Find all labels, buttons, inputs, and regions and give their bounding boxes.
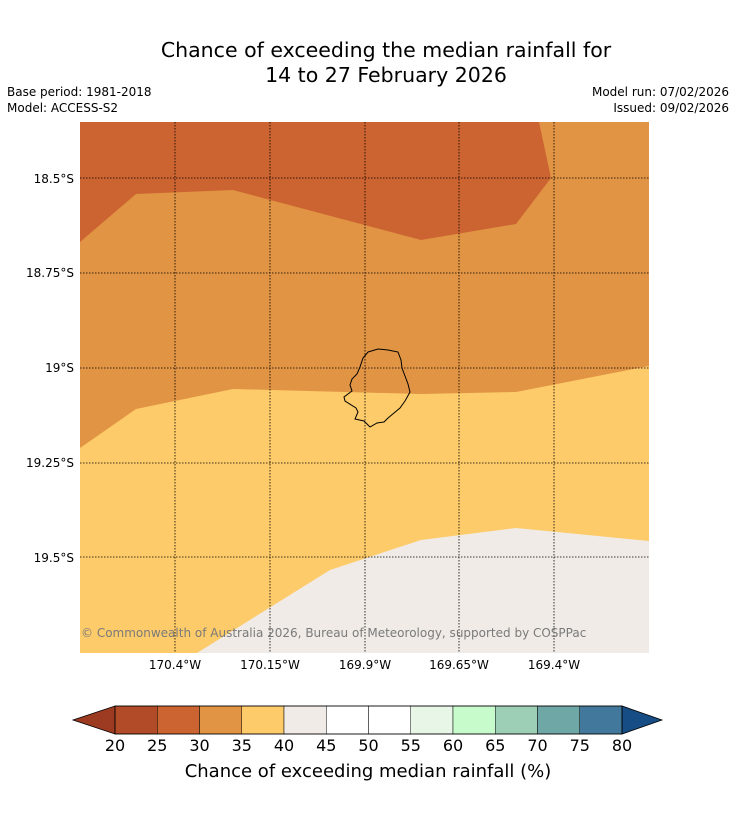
colorbar-bin <box>410 705 454 735</box>
lat-label-1: 18.5°S <box>33 172 74 186</box>
region-40-45 <box>197 528 649 653</box>
colorbar-bin <box>326 705 369 735</box>
island-coastline <box>343 348 411 428</box>
colorbar-bin <box>368 705 411 735</box>
lat-label-2: 18.75°S <box>26 266 74 280</box>
issued-text: Issued: 09/02/2026 <box>613 101 729 115</box>
colorbar-tick-label: 60 <box>442 736 464 755</box>
meta-left: Base period: 1981-2018 Model: ACCESS-S2 <box>7 84 152 116</box>
base-period-text: Base period: 1981-2018 <box>7 85 152 99</box>
lon-label-4: 169.65°W <box>429 658 489 672</box>
lon-label-5: 169.4°W <box>527 658 581 672</box>
meta-right: Model run: 07/02/2026 Issued: 09/02/2026 <box>592 84 729 116</box>
colorbar-tick-label: 40 <box>273 736 295 755</box>
lon-label-2: 170.15°W <box>240 658 300 672</box>
colorbar-tick-label: 35 <box>231 736 252 755</box>
colorbar-outline <box>114 705 623 735</box>
colorbar-bin <box>283 705 327 735</box>
colorbar-bin <box>199 705 242 735</box>
colorbar-tick-label: 20 <box>104 736 126 755</box>
colorbar-tick-label: 75 <box>569 736 590 755</box>
colorbar-tick-label: 65 <box>485 736 506 755</box>
colorbar-bin <box>241 705 285 735</box>
chart-title: Chance of exceeding the median rainfall … <box>0 38 736 88</box>
colorbar-bin <box>495 705 538 735</box>
colorbar-bin <box>579 705 623 735</box>
colorbar-tick-label: 50 <box>358 736 379 755</box>
colorbar-low-extend <box>71 705 116 735</box>
colorbar-bin <box>157 705 200 735</box>
lat-label-4: 19.25°S <box>26 456 74 470</box>
colorbar-tick-label: 30 <box>189 736 210 755</box>
title-line-2: 14 to 27 February 2026 <box>265 63 507 87</box>
lat-label-5: 19.5°S <box>33 551 74 565</box>
colorbar-tick-label: 25 <box>147 736 168 755</box>
graticule <box>80 122 649 653</box>
colorbar-bin <box>537 705 580 735</box>
colorbar-tick-label: 80 <box>611 736 633 755</box>
lat-label-3: 19°S <box>45 361 74 375</box>
title-line-1: Chance of exceeding the median rainfall … <box>160 38 612 62</box>
colorbar-bin <box>452 705 496 735</box>
model-text: Model: ACCESS-S2 <box>7 101 119 115</box>
colorbar-label: Chance of exceeding median rainfall (%) <box>184 761 552 782</box>
model-run-text: Model run: 07/02/2026 <box>591 85 729 99</box>
copyright-credit: © Commonwealth of Australia 2026, Bureau… <box>81 626 587 640</box>
colorbar-tick-label: 70 <box>527 736 548 755</box>
colorbar-high-extend <box>621 705 664 735</box>
lon-label-3: 169.9°W <box>338 658 392 672</box>
colorbar-tick-label: 45 <box>316 736 337 755</box>
colorbar-bins <box>114 705 623 735</box>
colorbar-tick-label: 55 <box>400 736 421 755</box>
colorbar-bin <box>114 705 158 735</box>
forecast-map <box>80 122 649 653</box>
lon-label-1: 170.4°W <box>148 658 202 672</box>
